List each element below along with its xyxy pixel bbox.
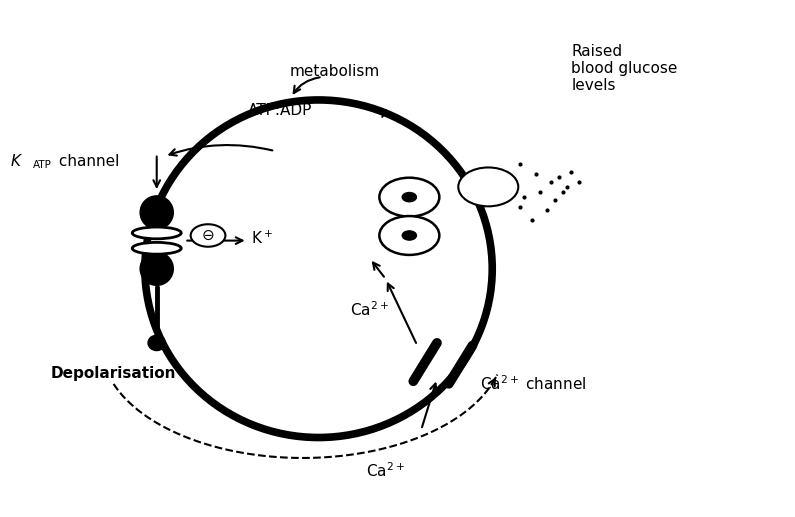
Ellipse shape: [148, 335, 165, 351]
Text: Ca$^{2+}$: Ca$^{2+}$: [350, 300, 389, 319]
Text: Ca$^{2+}$ channel: Ca$^{2+}$ channel: [480, 374, 587, 393]
Ellipse shape: [132, 227, 181, 239]
Text: K$^+$: K$^+$: [251, 230, 273, 247]
Text: Depolarisation: Depolarisation: [50, 366, 176, 381]
Text: metabolism: metabolism: [289, 64, 379, 79]
Ellipse shape: [140, 196, 173, 229]
Text: Raised
blood glucose
levels: Raised blood glucose levels: [571, 44, 677, 94]
Circle shape: [379, 216, 440, 255]
Text: $\ominus$: $\ominus$: [201, 228, 215, 243]
Circle shape: [458, 168, 518, 206]
Text: channel: channel: [54, 154, 119, 169]
Text: Ca$^{2+}$: Ca$^{2+}$: [366, 461, 405, 480]
Circle shape: [379, 178, 440, 217]
Circle shape: [191, 224, 226, 247]
Text: ATP:ADP: ATP:ADP: [247, 103, 312, 118]
Circle shape: [402, 192, 417, 202]
Circle shape: [402, 231, 417, 240]
Text: K: K: [10, 154, 21, 169]
Ellipse shape: [132, 242, 181, 254]
Text: ATP: ATP: [33, 160, 52, 171]
Ellipse shape: [140, 252, 173, 285]
